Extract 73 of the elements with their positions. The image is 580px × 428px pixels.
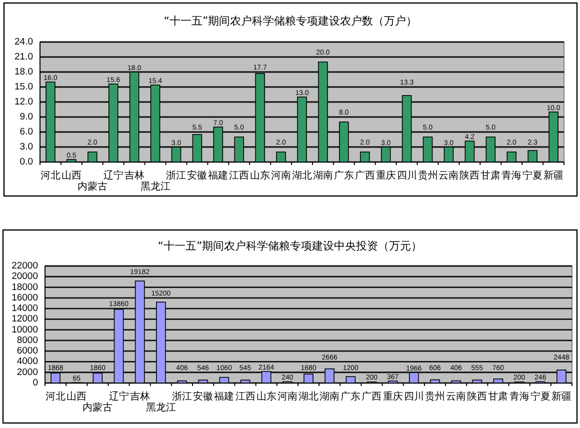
x-tick-label: 浙江 <box>172 390 192 402</box>
y-tick-label: 6000 <box>16 346 38 357</box>
y-tick-label: 4000 <box>16 356 38 368</box>
x-tick-label: 江西 <box>235 390 256 402</box>
y-tick-label: 8000 <box>16 334 38 346</box>
x-tick-label: 山西 <box>66 390 87 402</box>
x-tick-label: 重庆 <box>382 390 403 402</box>
x-tick-label: 福建 <box>208 170 228 182</box>
chart-title: “十一五”期间农户科学储粮专项建设农户数（万户） <box>164 14 418 28</box>
x-tick-label: 广东 <box>334 170 354 182</box>
x-tick-label: 河南 <box>271 170 292 182</box>
y-tick-label: 6.0 <box>20 126 33 138</box>
x-tick-label: 内蒙古 <box>77 180 108 192</box>
x-tick-label: 青海 <box>509 390 530 402</box>
x-tick-label: 内蒙古 <box>82 402 113 414</box>
x-tick-label: 辽宁 <box>108 390 129 402</box>
y-tick-label: 12.0 <box>14 96 33 108</box>
x-tick-label: 辽宁 <box>103 170 124 182</box>
x-tick-label: 广西 <box>362 390 382 402</box>
y-tick-label: 0.0 <box>20 156 33 168</box>
y-tick-label: 15.0 <box>14 82 33 92</box>
x-tick-label: 山东 <box>250 170 270 182</box>
x-tick-label: 山东 <box>256 390 276 402</box>
y-tick-label: 3.0 <box>20 142 33 152</box>
x-tick-label: 宁夏 <box>530 390 550 402</box>
x-tick-label: 四川 <box>396 170 417 182</box>
x-tick-label: 新疆 <box>544 170 564 182</box>
x-tick-label: 湖北 <box>292 170 312 182</box>
y-tick-label: 21.0 <box>14 52 33 62</box>
x-tick-label: 陕西 <box>460 170 480 182</box>
x-tick-label: 山西 <box>61 170 82 182</box>
y-tick-label: 20000 <box>12 271 38 282</box>
y-tick-label: 16000 <box>12 292 38 304</box>
x-tick-label: 河北 <box>40 170 60 182</box>
x-tick-label: 湖南 <box>312 170 333 182</box>
x-tick-label: 湖南 <box>320 390 340 402</box>
x-tick-label: 广西 <box>354 170 375 182</box>
y-tick-label: 0 <box>32 378 38 388</box>
x-tick-label: 宁夏 <box>522 170 543 182</box>
x-tick-label: 云南 <box>438 170 459 182</box>
x-tick-label: 贵州 <box>418 170 438 182</box>
x-tick-label: 黑龙江 <box>146 402 176 414</box>
x-tick-label: 安徽 <box>193 390 214 402</box>
chart-title: “十一五”期间农户科学储粮专项建设中央投资（万元） <box>158 240 422 252</box>
y-tick-label: 22000 <box>12 260 38 272</box>
x-tick-label: 浙江 <box>166 170 186 182</box>
x-tick-label: 河北 <box>46 390 66 402</box>
y-tick-label: 14000 <box>12 303 38 314</box>
x-tick-label: 甘肃 <box>488 390 508 402</box>
x-tick-label: 陕西 <box>467 390 488 402</box>
y-tick-label: 10000 <box>12 324 38 336</box>
x-tick-label: 青海 <box>502 170 522 182</box>
y-tick-label: 24.0 <box>14 36 33 48</box>
x-tick-label: 湖北 <box>298 390 318 402</box>
x-tick-label: 贵州 <box>424 390 445 402</box>
y-tick-label: 12000 <box>12 314 38 325</box>
x-tick-label: 重庆 <box>376 170 396 182</box>
x-tick-label: 吉林 <box>124 170 144 182</box>
x-tick-label: 广东 <box>340 390 361 402</box>
x-tick-label: 安徽 <box>187 170 208 182</box>
x-tick-label: 河南 <box>277 390 298 402</box>
x-tick-label: 云南 <box>446 390 466 402</box>
y-tick-label: 2000 <box>16 366 38 378</box>
y-tick-label: 18.0 <box>14 66 33 78</box>
x-tick-label: 福建 <box>214 390 234 402</box>
x-tick-label: 四川 <box>404 390 424 402</box>
x-tick-label: 新疆 <box>551 390 572 402</box>
x-tick-label: 江西 <box>229 170 250 182</box>
x-tick-label: 甘肃 <box>480 170 501 182</box>
x-tick-label: 吉林 <box>130 390 150 402</box>
y-tick-label: 18000 <box>12 282 38 293</box>
x-tick-label: 黑龙江 <box>140 180 170 192</box>
y-tick-label: 9.0 <box>20 112 33 122</box>
